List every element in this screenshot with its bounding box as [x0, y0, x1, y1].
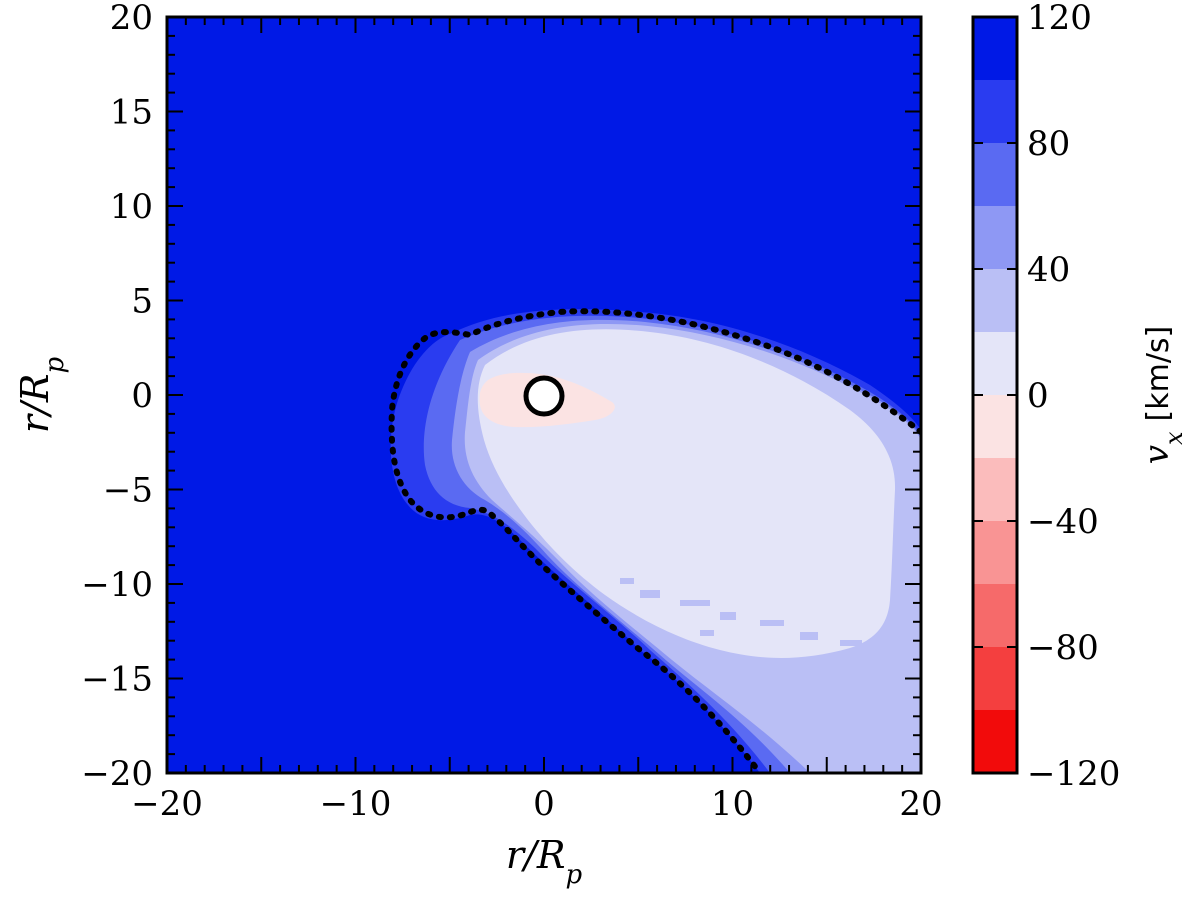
y-tick-label: −10	[81, 565, 153, 605]
y-tick-label: 5	[131, 282, 153, 322]
colorbar-level	[973, 17, 1017, 81]
y-tick-label: −15	[81, 660, 153, 700]
colorbar-level	[973, 143, 1017, 207]
colorbar-level	[973, 332, 1017, 396]
colorbar-tick-label: −120	[1027, 754, 1120, 794]
colorbar-level	[973, 206, 1017, 270]
colorbar-label: vx[km/s]	[1137, 326, 1188, 465]
y-tick-label: 0	[131, 376, 153, 416]
colorbar-level	[973, 269, 1017, 333]
colorbar-tick-label: 120	[1027, 0, 1092, 38]
heatmap-plot	[167, 17, 921, 773]
x-tick-label: 0	[533, 784, 555, 824]
y-axis-label: r/Rp	[13, 357, 70, 434]
colorbar-tick-label: 40	[1027, 250, 1070, 290]
y-tick-label: 20	[110, 0, 153, 38]
colorbar-tick-labels: 120 80 40 0 −40 −80 −120	[973, 0, 1120, 794]
y-tick-label: −20	[81, 754, 153, 794]
x-tick-label: 10	[711, 784, 754, 824]
colorbar-tick-label: 80	[1027, 124, 1070, 164]
colorbar-level	[973, 395, 1017, 459]
colorbar-tick-label: −80	[1027, 628, 1099, 668]
planet-marker	[523, 375, 565, 417]
y-tick-label: 15	[110, 93, 153, 133]
colorbar-level	[973, 710, 1017, 774]
core-speckles	[620, 578, 862, 646]
tick-labels: −20 −10 0 10 20 20 15 10 5 0 −5 −10 −15 −20	[81, 0, 942, 824]
colorbar-level	[973, 80, 1017, 144]
x-tick-label: 20	[899, 784, 942, 824]
colorbar-level	[973, 584, 1017, 648]
colorbar-level	[973, 458, 1017, 522]
colorbar-level	[973, 521, 1017, 585]
boundary-contour	[388, 308, 921, 773]
x-tick-label: −20	[131, 784, 203, 824]
colorbar-tick-label: −40	[1027, 502, 1099, 542]
y-tick-label: 10	[110, 187, 153, 227]
x-axis-label: r/Rp	[506, 833, 583, 890]
x-tick-label: −10	[320, 784, 392, 824]
y-tick-label: −5	[103, 471, 153, 511]
colorbar-level	[973, 647, 1017, 711]
colorbar-tick-label: 0	[1027, 376, 1049, 416]
colorbar	[973, 17, 1017, 774]
axis-ticks	[166, 16, 922, 774]
